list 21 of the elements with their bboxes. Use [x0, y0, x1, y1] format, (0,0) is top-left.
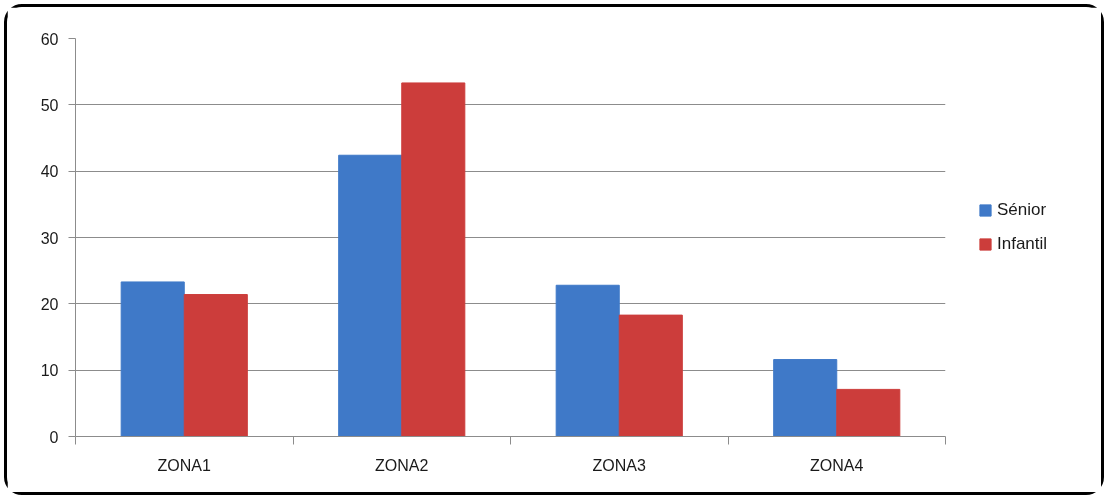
- legend-label: Infantil: [997, 234, 1048, 254]
- y-tick-label: 10: [40, 362, 59, 380]
- y-tick-label: 40: [40, 163, 59, 181]
- legend-label: Sénior: [997, 200, 1047, 220]
- y-tick-label: 60: [40, 30, 59, 48]
- x-tick-label: ZONA3: [592, 456, 647, 474]
- bar: [618, 314, 683, 437]
- y-tick-label: 0: [49, 428, 59, 446]
- bar: [555, 284, 620, 437]
- y-tick-label: 50: [40, 96, 59, 114]
- y-tick-label: 20: [40, 295, 59, 313]
- x-tick-label: ZONA2: [375, 456, 429, 474]
- bar: [183, 294, 248, 437]
- x-tick-label: ZONA4: [810, 456, 864, 474]
- bar: [836, 388, 901, 437]
- y-tick-label: 30: [40, 229, 59, 247]
- bar: [773, 359, 838, 437]
- bar: [401, 82, 466, 437]
- bar: [338, 154, 403, 437]
- bar: [120, 281, 185, 437]
- x-tick-label: ZONA1: [157, 456, 212, 474]
